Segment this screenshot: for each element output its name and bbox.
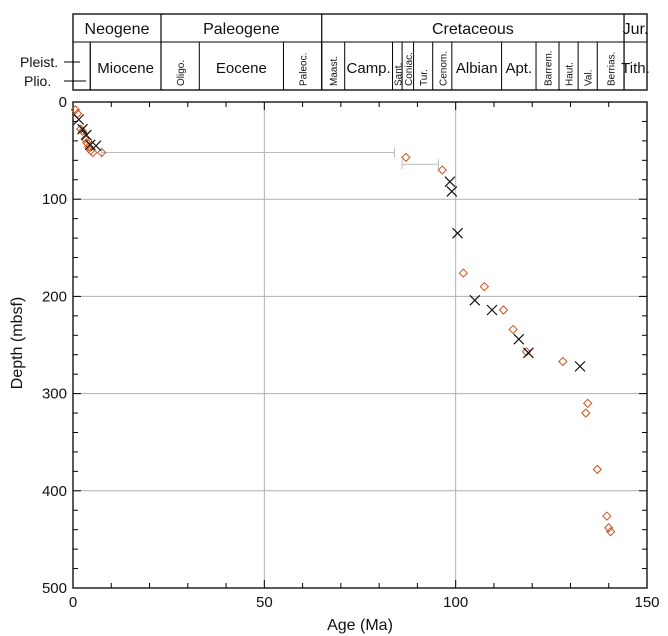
x-point	[444, 176, 456, 188]
diamond-point	[82, 138, 92, 148]
x-point	[77, 123, 88, 135]
stage-label-cenom: Cenom.	[438, 51, 449, 86]
stage-label-haut: Haut.	[565, 62, 576, 86]
x-point	[513, 333, 525, 345]
stage-label-tur: Tur.	[419, 69, 430, 86]
x-point	[90, 140, 102, 152]
diamond-point	[401, 152, 411, 163]
x-point	[522, 347, 534, 359]
stage-label-berrias: Berrias.	[607, 52, 618, 86]
stage-label-tith: Tith.	[621, 60, 650, 77]
period-label-paleogene: Paleogene	[203, 21, 280, 38]
stage-label-miocene: Miocene	[97, 60, 154, 77]
x-point	[469, 294, 481, 306]
stage-label-val: Val.	[584, 70, 595, 87]
diamond-point	[88, 147, 98, 158]
x-tick-label: 150	[634, 594, 659, 611]
diamond-point	[80, 134, 90, 144]
stage-label-apt: Apt.	[505, 60, 532, 77]
x-point	[574, 360, 586, 372]
x-tick-label: 50	[256, 594, 273, 611]
diamond-point	[498, 305, 509, 315]
diamond-point	[605, 526, 616, 537]
diamond-point	[458, 268, 469, 278]
diamond-point	[604, 523, 614, 533]
x-tick-label: 100	[443, 594, 468, 611]
x-point	[452, 227, 464, 239]
diamond-point	[70, 105, 81, 115]
geologic-timescale: Neogene Paleogene Cretaceous Jur. Miocene Oli…	[64, 13, 650, 91]
plot-area: 0 50 100 150 0 100 200 300 400 500	[42, 94, 660, 611]
diamond-point	[581, 408, 591, 418]
stage-label-oligo: Oligo.	[176, 60, 187, 86]
diamond-point	[77, 126, 88, 136]
x-point	[446, 185, 458, 197]
stage-label-albian: Albian	[456, 60, 498, 77]
y-tick-label: 400	[42, 483, 67, 500]
period-label-cretaceous: Cretaceous	[432, 21, 514, 38]
x-point	[486, 304, 498, 316]
period-label-jur: Jur.	[623, 21, 649, 38]
diamond-point	[592, 464, 602, 475]
y-tick-label: 300	[42, 386, 67, 403]
y-tick-label: 0	[59, 94, 67, 111]
diamond-point	[508, 324, 518, 335]
diamond-point	[437, 165, 447, 175]
stage-label-camp: Camp.	[347, 60, 391, 77]
stage-label-eocene: Eocene	[216, 60, 267, 77]
stage-label-sant: Sant.	[393, 63, 404, 86]
diamond-point	[582, 398, 593, 409]
diamond-point	[602, 511, 612, 521]
stage-label-barrem: Barrem.	[544, 50, 555, 86]
plot-frame	[72, 101, 648, 589]
side-epoch-labels: Pleist. Plio.	[20, 54, 58, 89]
x-point	[73, 114, 85, 125]
y-axis-title: Depth (mbsf)	[9, 297, 26, 389]
y-tick-label: 500	[42, 580, 67, 597]
x-tick-label: 0	[69, 594, 77, 611]
y-tick-label: 200	[42, 288, 67, 305]
x-axis-title: Age (Ma)	[327, 617, 393, 634]
side-label-pleistocene: Pleist.	[20, 54, 58, 70]
stage-label-paleoc: Paleoc.	[299, 53, 310, 86]
timescale-frame	[72, 13, 648, 91]
y-tick-label: 100	[42, 191, 67, 208]
stage-label-maast: Maast.	[329, 56, 340, 86]
diamond-point	[96, 147, 107, 158]
period-label-neogene: Neogene	[85, 21, 150, 38]
diamond-point	[558, 356, 568, 367]
stage-label-coniac: Coniac.	[404, 52, 415, 86]
side-label-pliocene: Plio.	[24, 73, 51, 89]
diamond-point	[521, 347, 532, 357]
diamond-point	[479, 281, 490, 292]
x-point	[80, 129, 92, 141]
